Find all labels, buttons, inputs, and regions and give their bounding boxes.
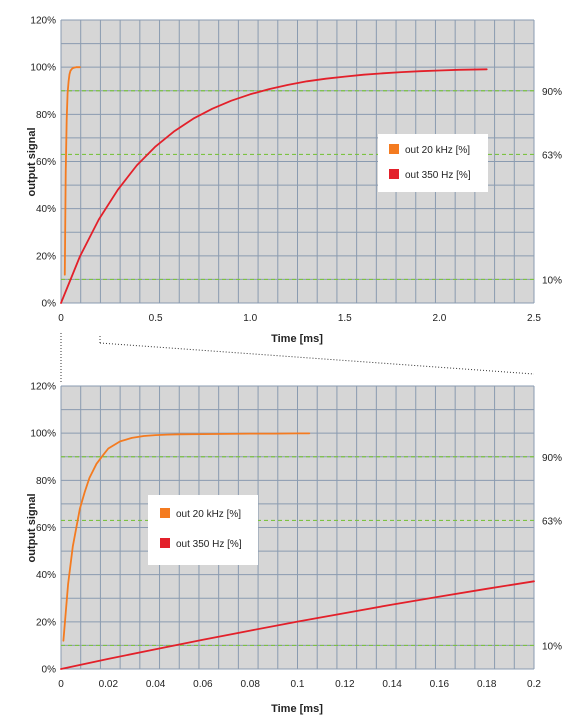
legend-1: out 20 kHz [%] out 350 Hz [%]	[378, 134, 488, 192]
y-tick-label: 20%	[36, 617, 56, 628]
x-tick-label: 0.18	[477, 679, 497, 690]
x-tick-label: 0	[58, 679, 64, 690]
x-tick-label: 0.08	[240, 679, 260, 690]
legend-label-350hz-2: out 350 Hz [%]	[176, 539, 242, 550]
y-axis-label-1: output signal	[26, 127, 38, 196]
x-tick-label: 2.5	[527, 313, 541, 324]
x-tick-label: 0.14	[382, 679, 402, 690]
series-group-1	[60, 66, 488, 304]
x-axis-label-2: Time [ms]	[271, 703, 323, 715]
reference-label: 63%	[542, 516, 562, 527]
y-tick-label: 60%	[36, 523, 56, 534]
y-tick-label: 80%	[36, 110, 56, 121]
chart-2: 0% 20% 40% 60% 80% 100% 120% 0 0.02 0.04 0.06 0.08…	[26, 382, 562, 716]
zoom-indicator	[60, 333, 535, 382]
y-tick-label: 60%	[36, 157, 56, 168]
x-axis-label-1: Time [ms]	[271, 333, 323, 345]
reference-labels-1: 90% 63% 10%	[542, 87, 562, 287]
y-tick-label: 80%	[36, 476, 56, 487]
x-tick-label: 1.5	[338, 313, 352, 324]
reference-label: 90%	[542, 87, 562, 98]
series-line-350hz	[60, 68, 488, 304]
y-tick-label: 0%	[42, 665, 57, 676]
y-tick-label: 120%	[30, 382, 56, 393]
x-tick-label: 0.04	[146, 679, 166, 690]
x-tick-labels-1: 0 0.5 1.0 1.5 2.0 2.5	[58, 313, 541, 324]
series-group-2	[60, 432, 535, 670]
chart-1: 0%20%40%60%80%100%120% 0 0.5 1.0 1.5 2.0 2.5 …	[26, 16, 562, 346]
x-tick-label: 2.0	[432, 313, 446, 324]
reference-lines-2	[61, 456, 534, 647]
y-tick-label: 40%	[36, 204, 56, 215]
reference-label: 63%	[542, 150, 562, 161]
x-tick-label: 0.5	[149, 313, 163, 324]
series-line-20khz	[62, 432, 311, 642]
series-line-350hz	[60, 580, 535, 670]
x-tick-label: 0	[58, 313, 64, 324]
y-tick-label: 40%	[36, 570, 56, 581]
reference-label: 90%	[542, 453, 562, 464]
y-tick-label: 20%	[36, 251, 56, 262]
y-tick-label: 100%	[30, 429, 56, 440]
y-axis-label-2: output signal	[26, 493, 38, 562]
y-tick-label: 100%	[30, 63, 56, 74]
x-tick-label: 0.12	[335, 679, 355, 690]
x-tick-labels-2: 0 0.02 0.04 0.06 0.08 0.1 0.12 0.14 0.16 0.18 0.2	[58, 679, 541, 690]
x-tick-label: 1.0	[243, 313, 257, 324]
legend-label-20khz-1: out 20 kHz [%]	[405, 145, 470, 156]
x-tick-label: 0.2	[527, 679, 541, 690]
series-line-20khz	[63, 66, 81, 276]
reference-label: 10%	[542, 641, 562, 652]
legend-label-20khz-2: out 20 kHz [%]	[176, 509, 241, 520]
y-tick-label: 120%	[30, 16, 56, 27]
x-tick-label: 0.02	[99, 679, 119, 690]
x-tick-label: 0.06	[193, 679, 213, 690]
y-tick-labels-1: 0% 20% 40% 60% 80% 100% 120%	[30, 16, 56, 310]
legend-box-1	[378, 134, 488, 192]
legend-label-350hz-1: out 350 Hz [%]	[405, 170, 471, 181]
y-tick-labels-2: 0% 20% 40% 60% 80% 100% 120%	[30, 382, 56, 676]
y-tick-label: 0%	[42, 299, 57, 310]
x-tick-label: 0.1	[291, 679, 305, 690]
legend-swatch-350hz-1	[389, 169, 399, 179]
legend-swatch-350hz-2	[160, 538, 170, 548]
legend-2: out 20 kHz [%] out 350 Hz [%]	[148, 495, 258, 565]
legend-swatch-20khz-1	[389, 144, 399, 154]
legend-swatch-20khz-2	[160, 508, 170, 518]
reference-labels-2: 90% 63% 10%	[542, 453, 562, 653]
reference-label: 10%	[542, 275, 562, 286]
x-tick-label: 0.16	[430, 679, 450, 690]
legend-box-2	[148, 495, 258, 565]
zoom-line-right	[99, 342, 535, 375]
